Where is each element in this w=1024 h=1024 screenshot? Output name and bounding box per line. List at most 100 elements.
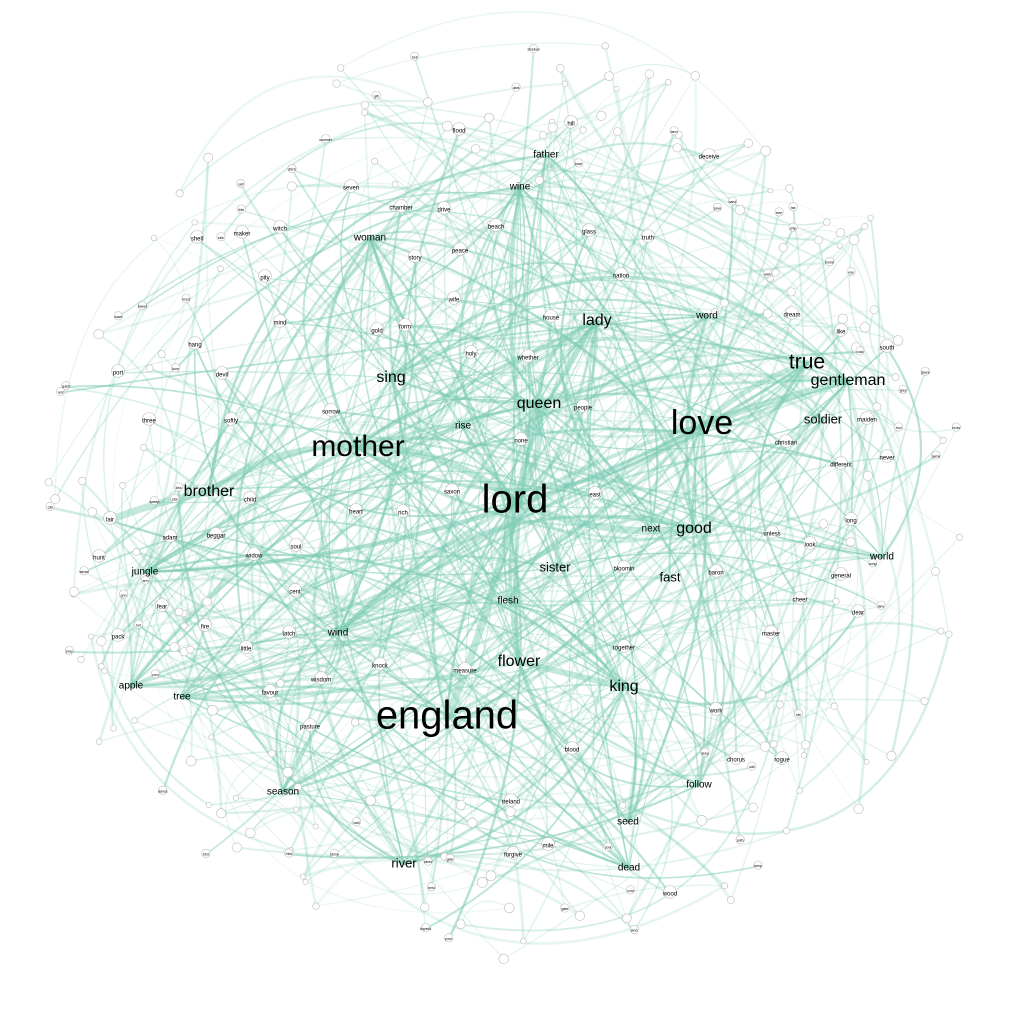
node [836, 242, 843, 249]
edge [129, 372, 850, 688]
node [190, 230, 204, 244]
word-label-steam: steam [79, 570, 89, 574]
word-label-never: never [879, 456, 894, 462]
edge [308, 726, 405, 865]
node [360, 100, 370, 110]
node [945, 630, 953, 638]
word-label-child: child [244, 498, 256, 504]
edge [650, 528, 725, 786]
edge [210, 736, 788, 872]
edge [315, 427, 957, 907]
edge [462, 425, 700, 786]
word-label-farm: farm [671, 130, 678, 134]
node [445, 853, 455, 863]
edge [72, 536, 961, 779]
node [131, 717, 138, 724]
edge [278, 227, 599, 341]
word-label-general: general [831, 574, 851, 580]
edge [445, 576, 672, 720]
edge [403, 575, 842, 865]
edge [443, 209, 718, 786]
edge [443, 130, 464, 427]
word-label-drive: drive [437, 208, 451, 214]
edge [249, 643, 836, 834]
edge [706, 315, 808, 364]
node [579, 126, 587, 134]
edge [144, 447, 359, 582]
node [175, 189, 184, 198]
edge [144, 571, 405, 865]
word-label-toll: toll [136, 623, 141, 627]
edge [389, 314, 709, 404]
edge [181, 331, 842, 698]
edge [699, 360, 810, 428]
node [471, 144, 481, 154]
edge [356, 298, 709, 450]
word-label-gift: gift [374, 94, 379, 98]
node [800, 752, 808, 759]
node [603, 841, 613, 851]
node [641, 229, 655, 243]
edge [519, 186, 883, 558]
edge [623, 380, 849, 688]
edge [181, 696, 512, 803]
edge [249, 805, 430, 864]
node [132, 548, 141, 556]
edge [295, 312, 770, 908]
word-label-self: self [238, 183, 243, 187]
edge [596, 315, 708, 338]
edge [153, 237, 221, 270]
node [247, 547, 261, 561]
node [209, 527, 223, 541]
edge [518, 48, 535, 189]
edge [450, 491, 520, 663]
node [729, 751, 743, 765]
edge [210, 67, 578, 738]
word-label-brother: brother [184, 483, 235, 500]
edge [328, 163, 580, 634]
node [95, 738, 103, 746]
edge [467, 309, 875, 824]
edge [519, 186, 719, 242]
node [314, 671, 328, 685]
word-label-hill: hill [567, 122, 574, 128]
node [208, 734, 215, 741]
node [423, 97, 433, 107]
edge [239, 183, 850, 438]
word-label-sing: sing [376, 369, 405, 386]
edge [106, 488, 213, 524]
word-label-rich: rich [398, 511, 408, 517]
word-label-stone: stone [330, 852, 339, 856]
edge [474, 147, 900, 342]
edge [545, 154, 652, 530]
word-label-poor: poor [445, 937, 453, 941]
word-label-beggar: beggar [207, 534, 226, 540]
word-label-south: south [880, 346, 895, 352]
node [64, 646, 74, 656]
edge [628, 419, 868, 869]
node [87, 507, 98, 517]
edge [178, 75, 430, 195]
node [763, 268, 773, 278]
node [205, 801, 212, 808]
node [158, 785, 168, 795]
word-label-fast: fast [660, 569, 681, 584]
edge [275, 631, 340, 794]
edge [403, 520, 852, 865]
edge [205, 156, 505, 960]
node [155, 598, 169, 612]
edge [264, 277, 708, 317]
node [956, 533, 964, 541]
node [788, 202, 798, 212]
edge [446, 567, 556, 719]
word-label-true: true [789, 351, 825, 374]
edge [363, 111, 427, 930]
word-label-little: little [241, 647, 252, 653]
edge [279, 322, 652, 530]
word-label-latch: latch [283, 632, 296, 638]
edge [160, 605, 449, 723]
edge [622, 611, 860, 706]
edge [403, 325, 541, 406]
node [876, 600, 886, 610]
edge [390, 377, 464, 428]
